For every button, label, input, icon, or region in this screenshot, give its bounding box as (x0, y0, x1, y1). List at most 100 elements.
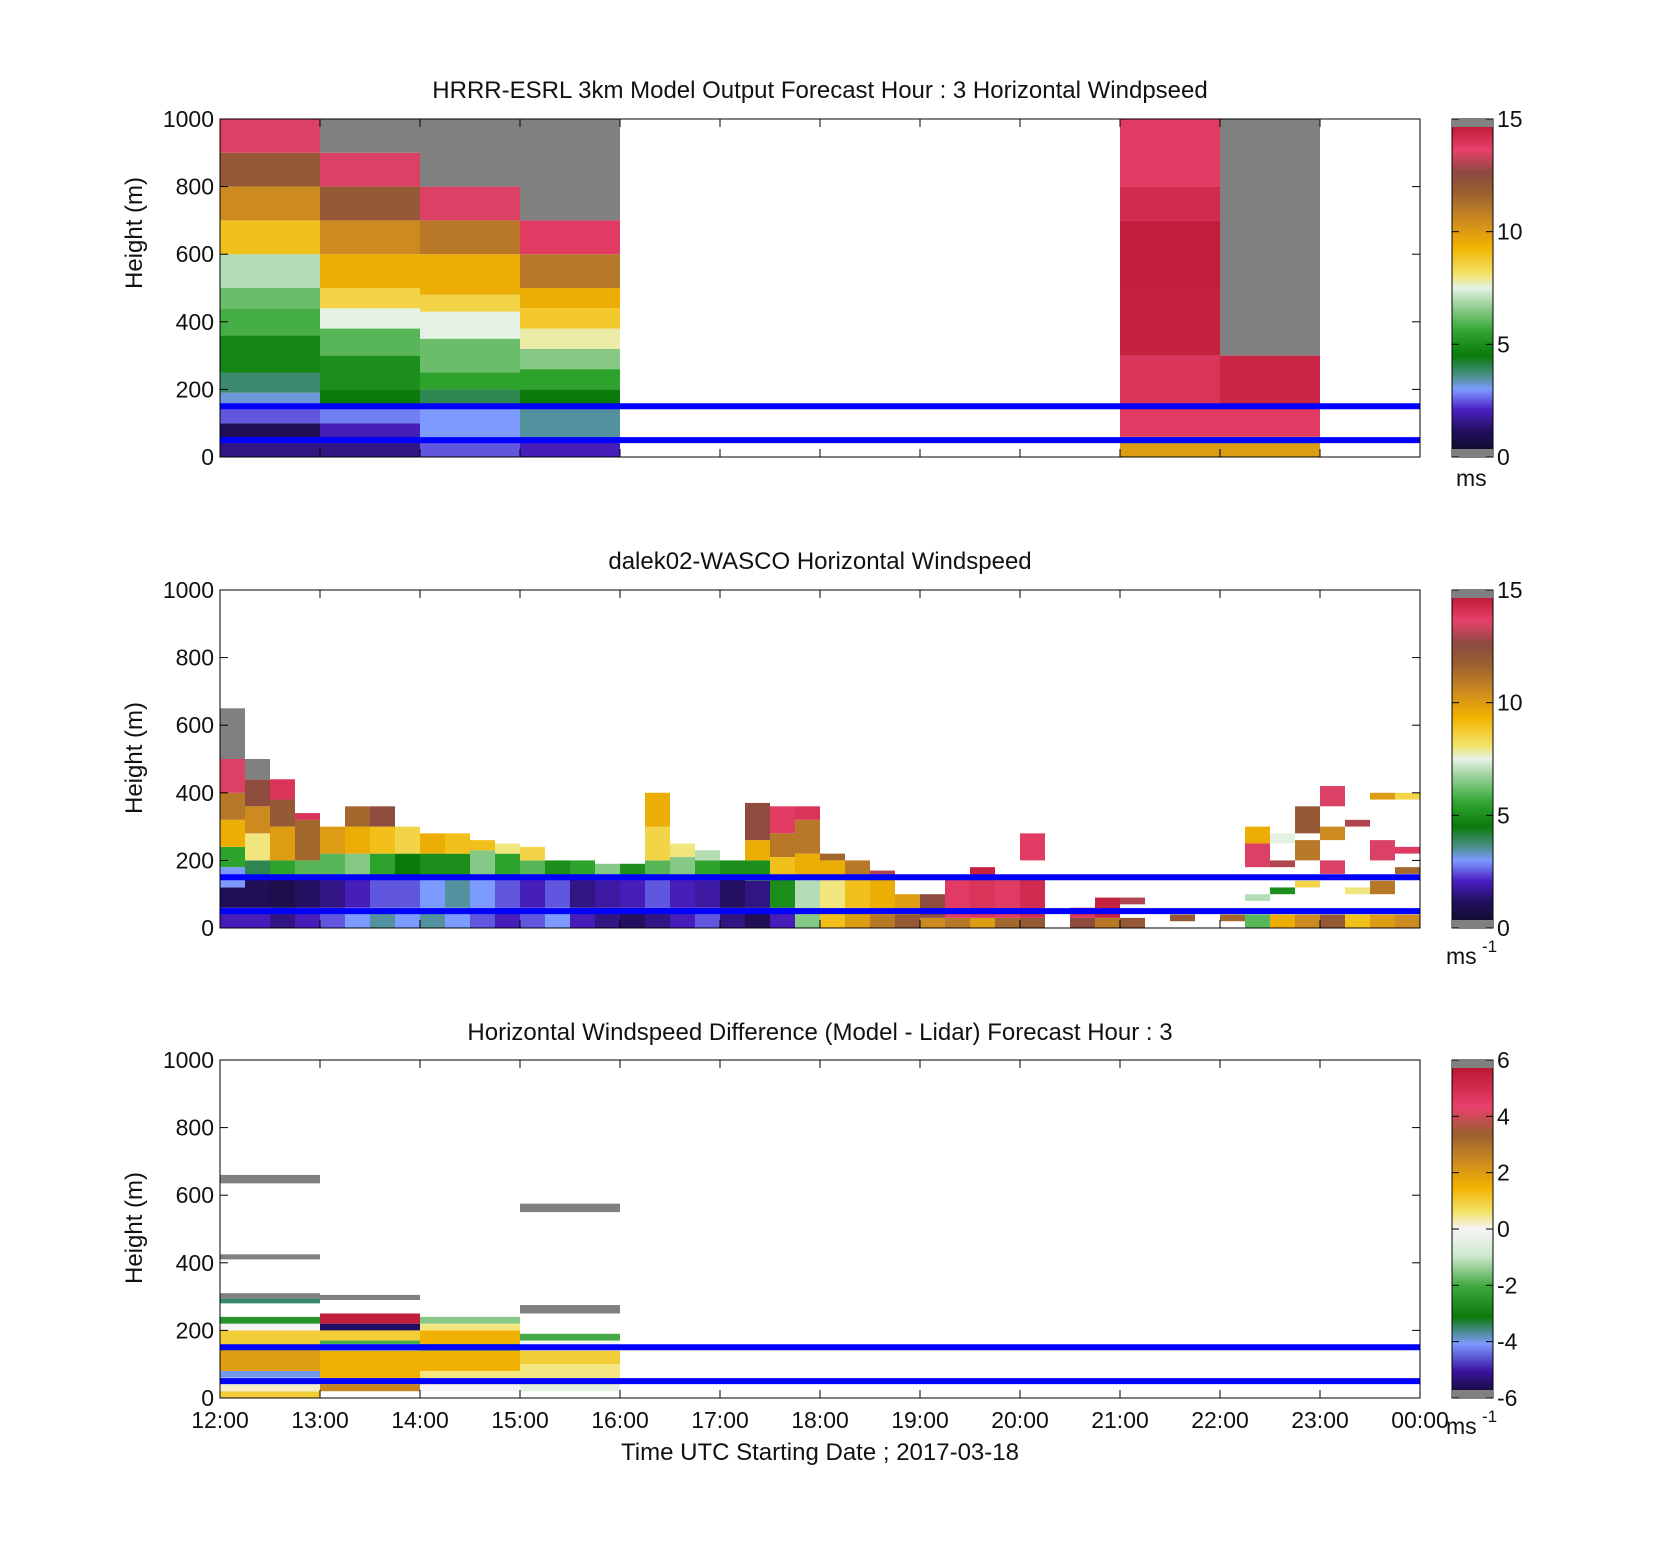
heatmap-cell (220, 119, 320, 153)
colorbar-under-swatch (1452, 1390, 1493, 1398)
heatmap-cell (370, 826, 395, 854)
heatmap-cell (320, 1313, 420, 1324)
heatmap-cell (1245, 894, 1270, 901)
colorbar-over-swatch (1452, 590, 1493, 598)
heatmap-cell (220, 1370, 320, 1378)
heatmap-cell (320, 853, 345, 878)
colorbar-tick-label: 0 (1497, 1216, 1510, 1242)
x-tick-label: 14:00 (391, 1407, 449, 1433)
heatmap-cell (520, 877, 545, 908)
heatmap-cell (1120, 917, 1145, 928)
heatmap-cell (420, 372, 520, 390)
heatmap-cell (670, 877, 695, 908)
colorbar-tick-label: 4 (1497, 1103, 1510, 1129)
colorbar-unit-label: ms (1446, 943, 1477, 969)
heatmap-cell (1295, 806, 1320, 834)
x-tick-label: 15:00 (491, 1407, 549, 1433)
heatmap-cell (1270, 860, 1295, 868)
heatmap-cell (1220, 406, 1320, 437)
heatmap-cell (220, 220, 320, 255)
colorbar-ramp (1451, 118, 1494, 458)
heatmap-cell (320, 1323, 420, 1331)
heatmap-cell (495, 843, 520, 854)
panel-model-ylabel: Height (m) (121, 177, 148, 289)
heatmap-cell (545, 877, 570, 908)
heatmap-cell (1345, 819, 1370, 827)
x-tick-label: 23:00 (1291, 1407, 1349, 1433)
heatmap-cell (520, 1350, 620, 1365)
colorbar-tick-label: 0 (1497, 444, 1510, 470)
heatmap-cell (220, 819, 245, 847)
heatmap-cell (795, 806, 820, 820)
heatmap-cell (520, 328, 620, 349)
heatmap-cell (1120, 355, 1220, 407)
heatmap-cell (270, 826, 295, 861)
heatmap-cell (1120, 119, 1220, 187)
heatmap-cell (220, 1254, 320, 1260)
heatmap-cell (320, 389, 420, 407)
heatmap-cell (220, 1174, 320, 1184)
heatmap-cell (245, 759, 270, 780)
heatmap-cell (1345, 914, 1370, 928)
heatmap-cell (1070, 917, 1095, 928)
heatmap-cell (1395, 792, 1420, 800)
colorbar-unit-exponent: -1 (1482, 937, 1497, 956)
heatmap-cell (795, 819, 820, 854)
heatmap-cell (820, 877, 845, 908)
heatmap-cell (270, 860, 295, 878)
heatmap-cell (320, 152, 420, 187)
heatmap-cell (220, 423, 320, 441)
heatmap-cell (470, 850, 495, 878)
panel-lidar-ylabel: Height (m) (121, 702, 148, 814)
heatmap-cell (470, 877, 495, 908)
heatmap-cell (220, 759, 245, 793)
heatmap-cell (245, 779, 270, 807)
heatmap-cell (520, 846, 545, 861)
heatmap-cell (620, 863, 645, 878)
heatmap-cell (1370, 914, 1395, 928)
x-tick-label: 16:00 (591, 1407, 649, 1433)
heatmap-cell (420, 1323, 520, 1331)
heatmap-cell (870, 870, 895, 878)
heatmap-cell (320, 328, 420, 356)
colorbar-unit-exponent: -1 (1482, 1407, 1497, 1426)
heatmap-cell (270, 877, 295, 908)
colorbar-tick-label: -2 (1497, 1272, 1517, 1298)
panel-lidar-title: dalek02-WASCO Horizontal Windspeed (608, 548, 1031, 575)
colorbar-over-swatch (1452, 1060, 1493, 1068)
heatmap-cell (220, 1293, 320, 1299)
heatmap-cell (970, 917, 995, 928)
heatmap-cell (320, 406, 420, 424)
heatmap-cell (745, 802, 770, 841)
heatmap-cell (620, 877, 645, 908)
heatmap-cell (420, 220, 520, 255)
heatmap-cell (670, 857, 695, 878)
heatmap-cell (520, 1384, 620, 1392)
y-tick-label: 1000 (163, 1047, 214, 1073)
heatmap-cell (520, 254, 620, 288)
heatmap-cell (570, 877, 595, 908)
heatmap-cell (320, 186, 420, 221)
heatmap-cell (770, 806, 795, 834)
colorbar-tick-label: 5 (1497, 331, 1510, 357)
heatmap-cell (920, 917, 945, 928)
colorbar-tick-label: 0 (1497, 915, 1510, 941)
heatmap-cell (1020, 917, 1045, 928)
heatmap-cell (420, 311, 520, 339)
heatmap-cell (320, 826, 345, 854)
heatmap-cell (970, 867, 995, 878)
x-tick-label: 19:00 (891, 1407, 949, 1433)
heatmap-cell (320, 119, 420, 153)
heatmap-cell (295, 860, 320, 878)
heatmap-cell (220, 335, 320, 373)
heatmap-cell (1370, 792, 1395, 800)
heatmap-cell (295, 877, 320, 908)
heatmap-cell (1295, 914, 1320, 928)
heatmap-cell (520, 288, 620, 309)
heatmap-cell (720, 877, 745, 908)
heatmap-cell (1220, 443, 1320, 457)
heatmap-cell (320, 254, 420, 288)
heatmap-cell (520, 406, 620, 441)
heatmap-cell (1395, 914, 1420, 928)
heatmap-cell (695, 850, 720, 861)
